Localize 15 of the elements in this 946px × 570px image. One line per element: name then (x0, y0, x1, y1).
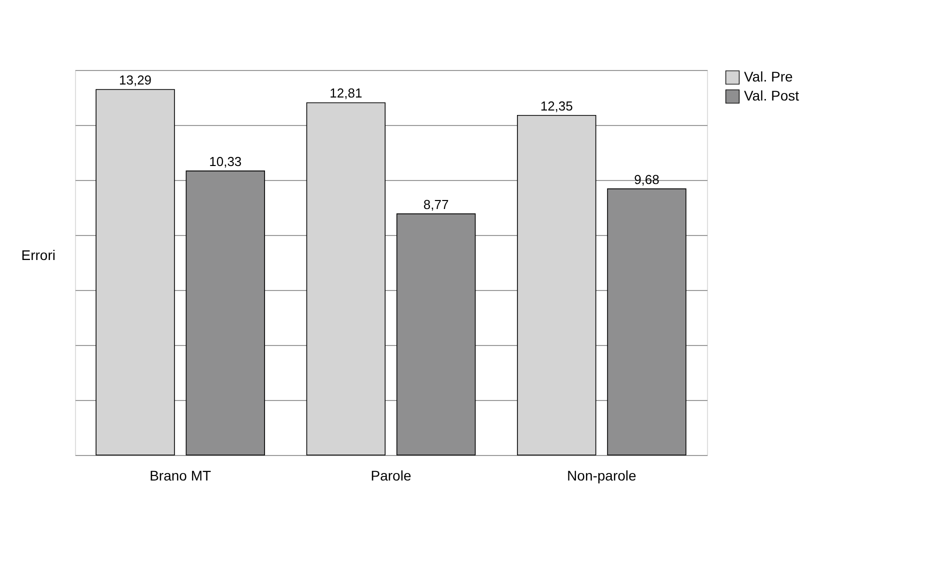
legend-label: Val. Pre (744, 68, 793, 84)
data-label: 13,29 (119, 72, 152, 88)
x-tick-label: Parole (370, 468, 412, 484)
data-label: 9,68 (634, 172, 660, 187)
y-axis-title: Errori (21, 247, 56, 263)
data-label: 8,77 (423, 196, 449, 212)
x-tick-label: Non-parole (567, 468, 637, 484)
data-label: 10,33 (209, 154, 242, 169)
legend-label: Val. Post (744, 88, 800, 104)
bar (96, 89, 175, 456)
data-label: 12,35 (540, 98, 573, 114)
bar (517, 114, 596, 456)
x-tick-label: Brano MT (150, 468, 212, 484)
bar (306, 102, 386, 456)
data-label: 12,81 (330, 86, 362, 101)
